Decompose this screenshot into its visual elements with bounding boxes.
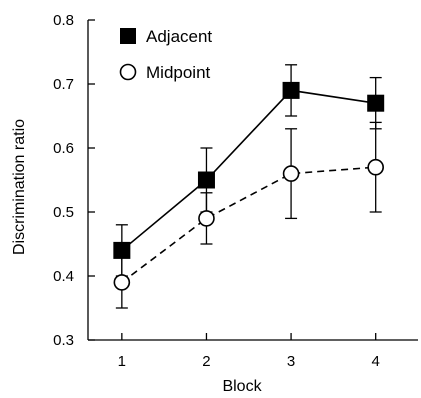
x-tick-label: 2 [202, 353, 210, 370]
series-adjacent [113, 64, 385, 277]
data-point-square [282, 81, 300, 99]
legend: Adjacent Midpoint [119, 27, 212, 82]
data-point-circle [367, 158, 384, 176]
data-point-square [367, 94, 385, 112]
y-tick-label: 0.8 [53, 12, 74, 29]
data-point-square [113, 241, 131, 259]
y-tick-label: 0.4 [53, 268, 74, 285]
legend-label: Adjacent [146, 27, 212, 46]
legend-marker-circle [119, 63, 137, 81]
series-line [121, 89, 376, 252]
y-ticks: 0.3 0.4 0.5 0.6 0.7 0.8 [53, 12, 95, 349]
y-axis-title: Discrimination ratio [11, 119, 28, 255]
y-tick-label: 0.6 [53, 140, 74, 157]
axes [87, 20, 418, 341]
legend-marker-square [120, 28, 136, 44]
series-layer [113, 64, 385, 309]
data-point-square [197, 171, 215, 189]
y-tick-label: 0.5 [53, 204, 74, 221]
series-line [121, 166, 376, 284]
x-axis-title: Block [222, 378, 262, 395]
x-tick-label: 1 [118, 353, 126, 370]
x-ticks: 1 2 3 4 [118, 333, 380, 370]
x-tick-label: 3 [287, 353, 295, 370]
data-point-circle [198, 210, 215, 227]
x-tick-label: 4 [372, 353, 380, 370]
y-tick-label: 0.7 [53, 76, 74, 93]
data-point-circle [282, 165, 300, 182]
legend-label: Midpoint [146, 63, 211, 82]
data-point-circle [113, 274, 131, 291]
series-midpoint [113, 121, 384, 309]
y-tick-label: 0.3 [53, 332, 74, 349]
